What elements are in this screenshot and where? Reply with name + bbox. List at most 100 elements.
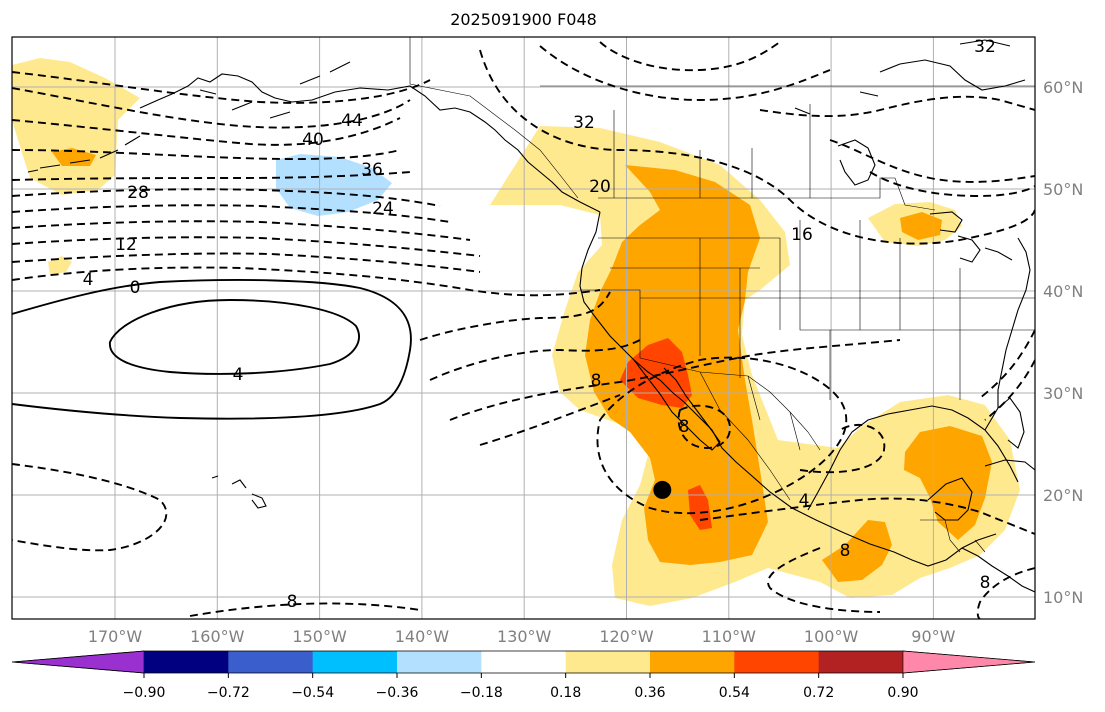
contour-dashed [869, 171, 1035, 197]
contour-label: 4 [233, 365, 244, 385]
colorbar-segment [818, 651, 904, 673]
contour-dashed [699, 497, 1035, 535]
longitude-tick-label: 120°W [599, 627, 654, 646]
latitude-tick-label: 60°N [1043, 78, 1083, 97]
contour-label: 8 [679, 417, 690, 437]
latitude-tick-label: 40°N [1043, 282, 1083, 301]
contour-label: 32 [974, 37, 996, 57]
baja-peninsula [633, 359, 721, 451]
contour-dashed [12, 71, 431, 104]
colorbar-tick-label: −0.36 [376, 685, 419, 701]
shade-blue-gulf [276, 154, 392, 216]
longitude-tick-label: 160°W [190, 627, 245, 646]
shaded-field-layer [12, 58, 1020, 606]
colorbar-tick-label: 0.72 [803, 685, 834, 701]
contour-dashed [829, 139, 1035, 183]
colorbar-segment [734, 651, 820, 673]
latitude-tick-label: 10°N [1043, 588, 1083, 607]
contour-zero [12, 279, 412, 420]
contour-label: 8 [591, 371, 602, 391]
contour-label: 12 [115, 235, 137, 255]
contour-dashed [12, 204, 451, 223]
colorbar-segment [650, 651, 735, 673]
contour-label: 8 [840, 541, 851, 561]
border-layer [409, 37, 1035, 553]
contour-dashed [799, 424, 886, 474]
latitude-tick-label: 20°N [1043, 486, 1083, 505]
latitude-labels: 10°N 20°N 30°N 40°N 50°N 60°N [1043, 78, 1083, 607]
contour-label-layer: 32 44 40 36 24 28 12 4 0 4 32 20 16 8 8 … [83, 37, 996, 612]
contour-label: 0 [130, 278, 141, 298]
alaska-islands [199, 61, 351, 119]
contour-dashed [12, 149, 401, 160]
contour-dashed [12, 188, 441, 207]
colorbar-tick-label: −0.72 [207, 685, 250, 701]
longitude-tick-label: 100°W [804, 627, 859, 646]
contour-dashed [596, 356, 848, 515]
hawaii-islands [211, 475, 267, 509]
contour-dashed [479, 394, 621, 446]
contour-label: 16 [791, 225, 813, 245]
colorbar-segment [144, 651, 229, 673]
map-frame [11, 36, 1036, 620]
contour-label: 8 [287, 592, 298, 612]
contour-dashed [12, 236, 481, 257]
colorbar-segment [565, 651, 651, 673]
contour-dashed [12, 463, 168, 552]
contour-dashed [767, 547, 881, 613]
cuba-coast [984, 459, 1035, 471]
contour-dashed [759, 95, 1035, 118]
chart-title: 2025091900 F048 [450, 10, 597, 29]
contour-dashed [12, 252, 481, 273]
colorbar-segment [312, 651, 398, 673]
shade-yellow-hawaii-north [48, 256, 72, 275]
colorbar-tick-label: 0.90 [887, 685, 918, 701]
contour-label: 28 [127, 183, 149, 203]
contour-dashed [12, 220, 471, 241]
contour-label: 24 [372, 199, 394, 219]
longitude-tick-label: 90°W [911, 627, 955, 646]
colorbar-tick-label: −0.90 [123, 685, 166, 701]
colorbar-tick-label: −0.54 [291, 685, 334, 701]
canada-provinces [540, 85, 1035, 198]
contour-dashed [539, 45, 831, 101]
location-dot [653, 480, 672, 499]
central-america [961, 547, 1035, 593]
contour-dashed [979, 329, 1035, 421]
contour-label: 8 [980, 573, 991, 593]
contour-dashed [677, 404, 731, 449]
colorbar-tick-labels: −0.90 −0.72 −0.54 −0.36 −0.18 0.18 0.36 0.54 0.7… [123, 673, 919, 701]
colorbar-extend-high [902, 650, 1036, 674]
contour-dashed [12, 266, 601, 297]
aleutian-islands [27, 135, 141, 173]
contour-dashed [419, 291, 611, 341]
shade-yellow-northpacific [12, 58, 140, 195]
longitude-tick-label: 150°W [292, 627, 347, 646]
longitude-tick-label: 140°W [395, 627, 450, 646]
great-lakes [929, 211, 1013, 263]
contour-label: 40 [302, 130, 324, 150]
canada-us-border [598, 177, 936, 211]
gulf-of-mexico-coast [807, 405, 1019, 511]
contour-dashed [449, 339, 901, 421]
shade-orange-mexico-south [822, 520, 892, 582]
longitude-tick-label: 130°W [497, 627, 552, 646]
contour-dashed [429, 339, 641, 381]
alaska-canada-border [409, 37, 579, 199]
contour-dashed [189, 602, 421, 617]
mexico-states [699, 371, 801, 501]
coastline-layer [27, 39, 1035, 593]
alaska-coast [139, 73, 601, 213]
east-coast [997, 237, 1031, 408]
latitude-tick-label: 30°N [1043, 384, 1083, 403]
yucatan-coast [927, 477, 973, 521]
longitude-tick-label: 170°W [88, 627, 143, 646]
contour-label: 36 [361, 160, 383, 180]
colorbar-tick-label: 0.54 [719, 685, 750, 701]
central-america-borders [920, 519, 986, 553]
contour-dashed [976, 567, 1035, 619]
colorbar-segment [228, 651, 314, 673]
colorbar-tick-label: −0.18 [460, 685, 503, 701]
colorbar-segment [397, 651, 482, 673]
